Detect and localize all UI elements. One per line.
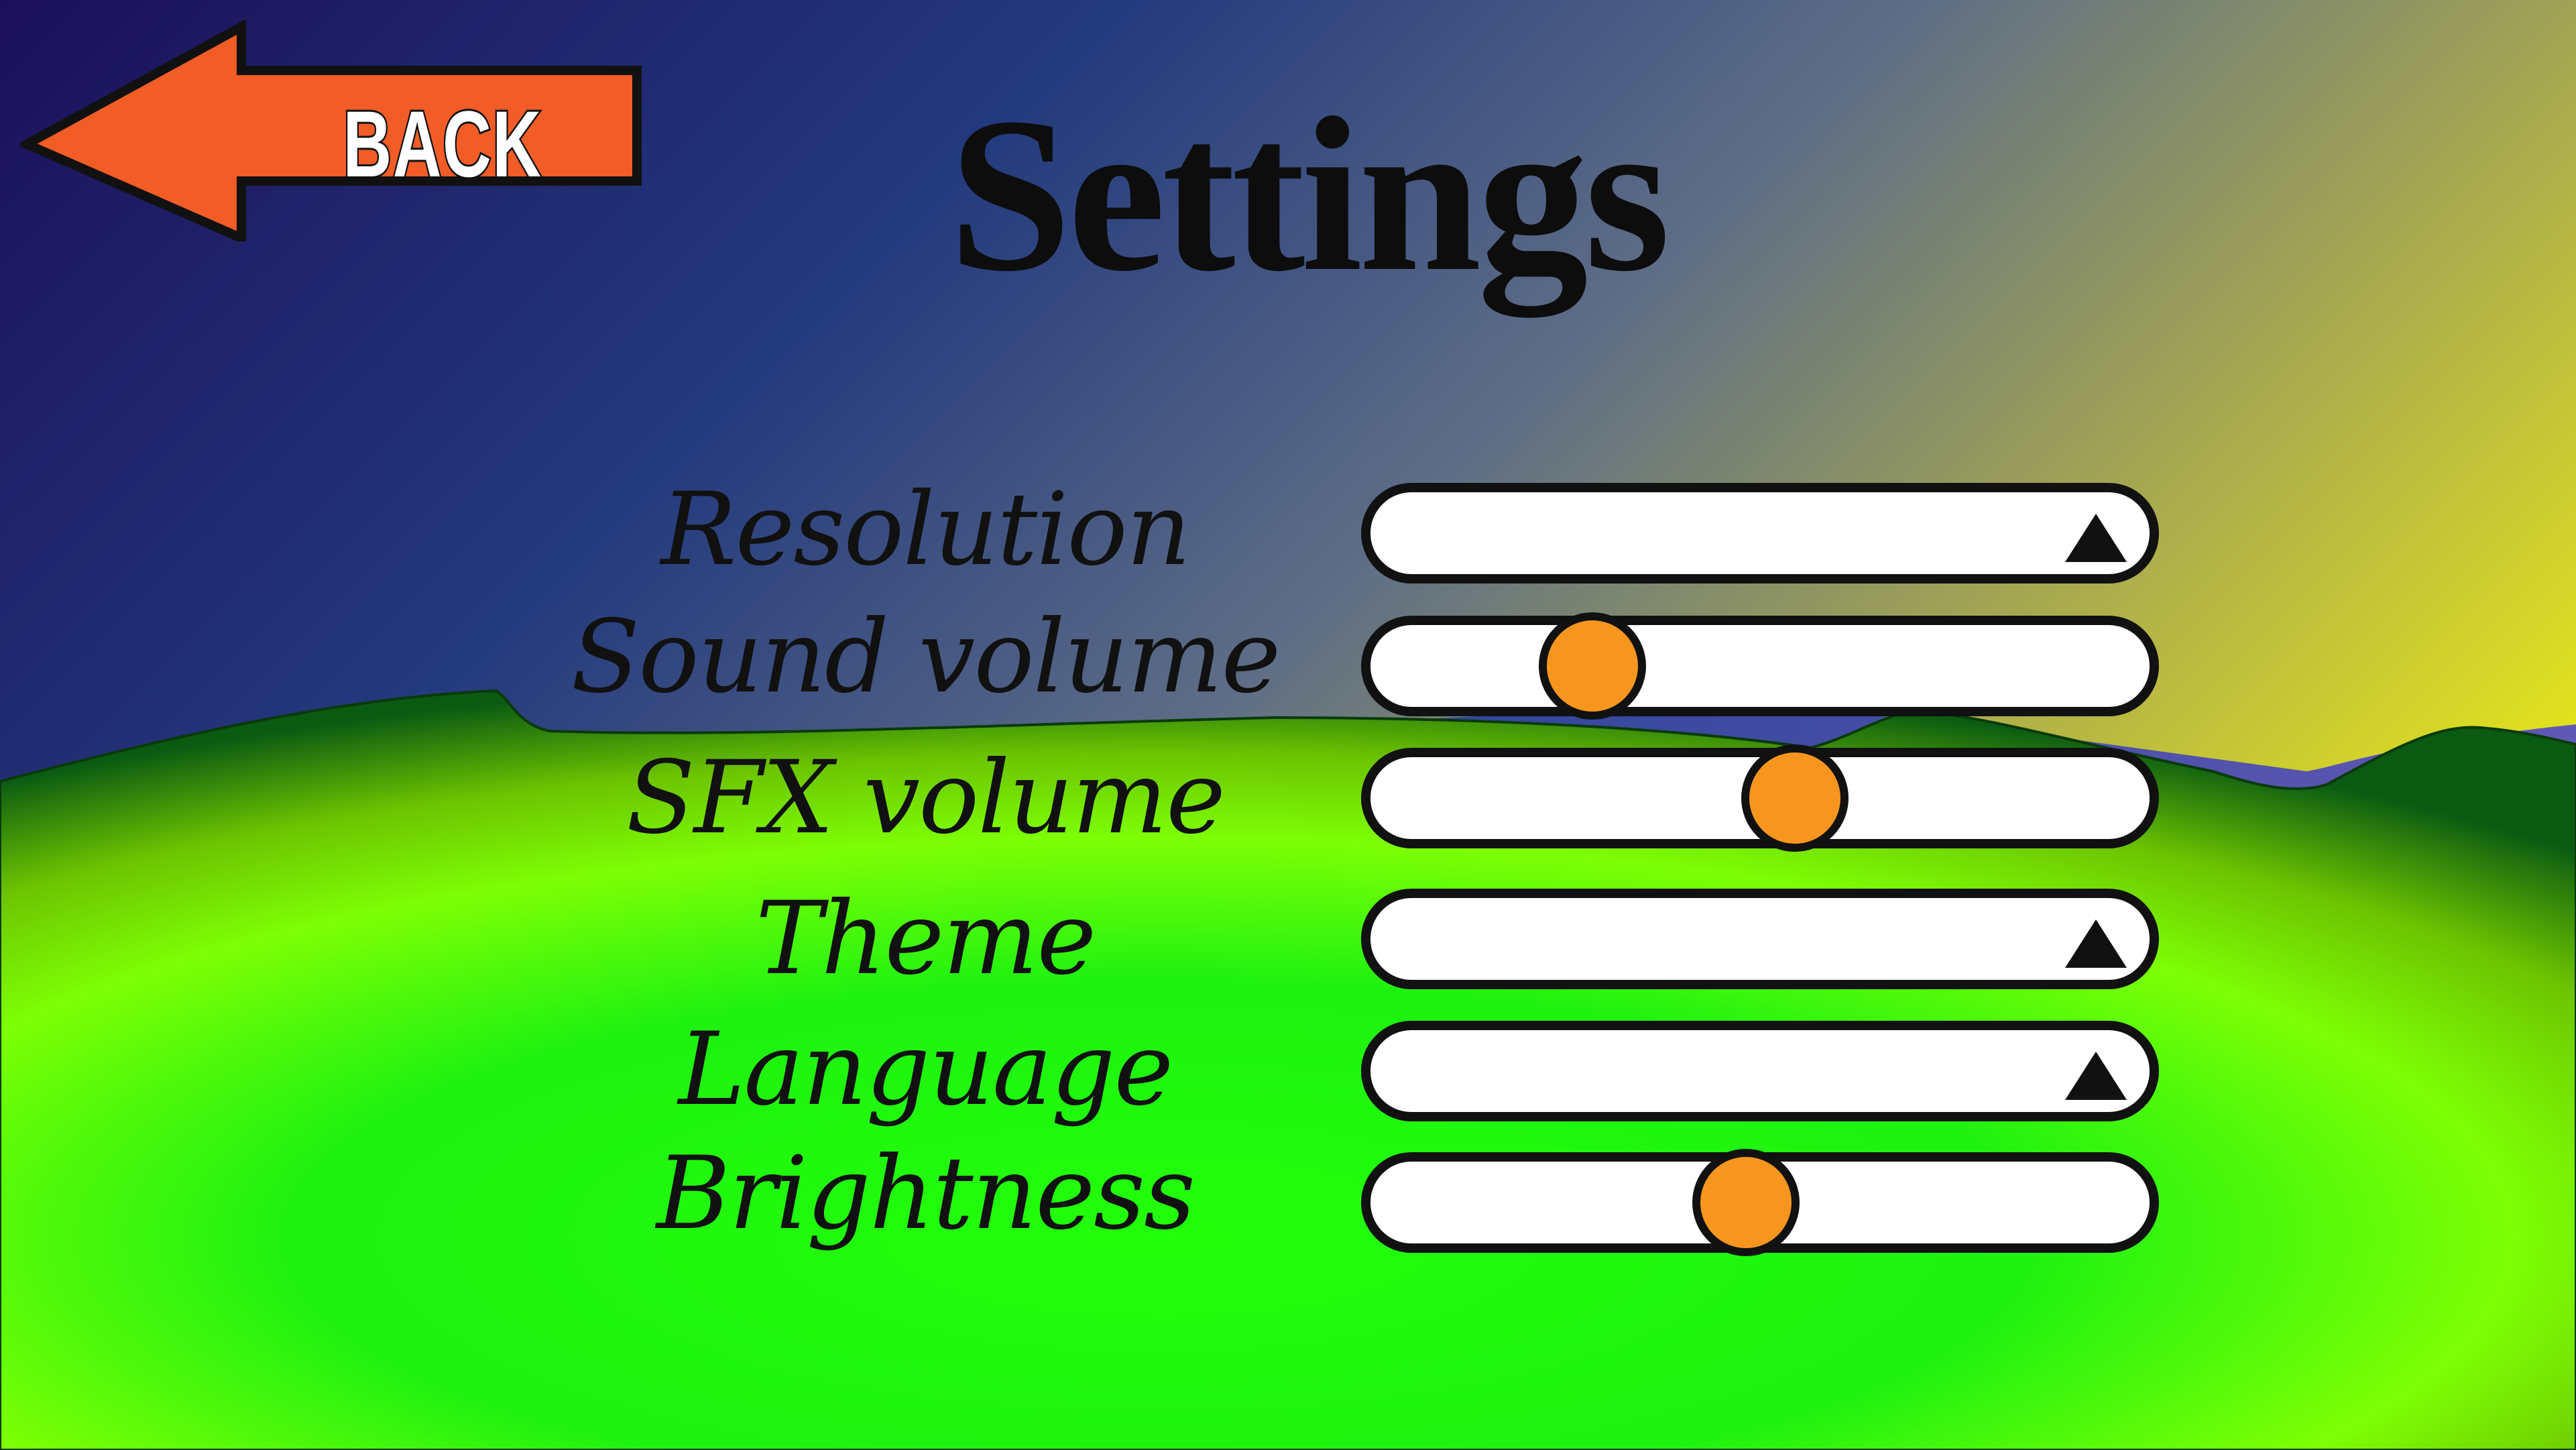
brightness-label: Brightness	[656, 1135, 1195, 1252]
sound-volume-label: Sound volume	[571, 599, 1281, 716]
sound-volume-slider[interactable]	[1361, 612, 2159, 720]
back-button[interactable]: BACK	[20, 20, 644, 241]
language-dropdown[interactable]	[1361, 1021, 2159, 1121]
resolution-dropdown[interactable]	[1361, 483, 2159, 583]
slider-knob[interactable]	[1692, 1149, 1800, 1256]
brightness-slider[interactable]	[1361, 1149, 2159, 1256]
resolution-label: Resolution	[660, 471, 1191, 588]
slider-knob[interactable]	[1741, 744, 1849, 852]
triangle-up-icon	[2065, 1052, 2127, 1100]
theme-label: Theme	[755, 881, 1096, 997]
sfx-volume-label: SFX volume	[626, 740, 1226, 856]
slider-knob[interactable]	[1538, 612, 1646, 720]
back-arrow-icon	[20, 20, 642, 241]
triangle-up-icon	[2065, 514, 2127, 562]
sfx-volume-slider[interactable]	[1361, 744, 2159, 852]
page-title: Settings	[948, 72, 1670, 317]
language-label: Language	[678, 1011, 1174, 1128]
back-button-label: BACK	[341, 89, 542, 199]
theme-dropdown[interactable]	[1361, 889, 2159, 989]
triangle-up-icon	[2065, 919, 2127, 968]
